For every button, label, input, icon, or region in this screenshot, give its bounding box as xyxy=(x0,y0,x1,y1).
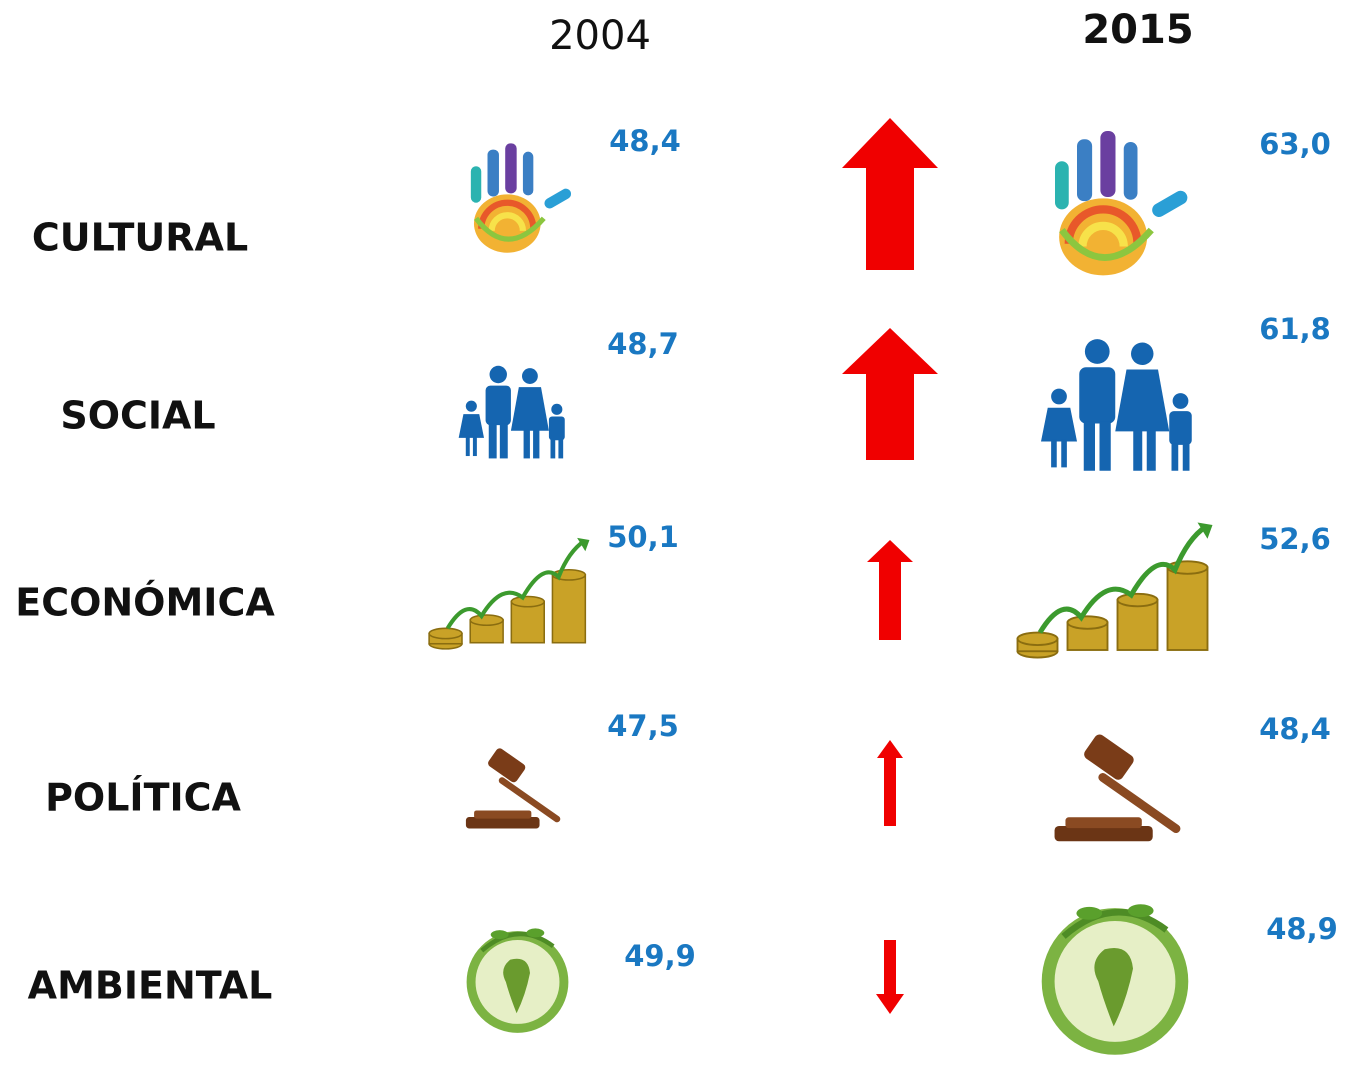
icon-coins xyxy=(1018,523,1213,658)
icon-hand xyxy=(1055,131,1190,275)
value-2004: 48,4 xyxy=(609,124,681,158)
arrow-up xyxy=(842,118,938,270)
value-2004: 48,7 xyxy=(607,327,679,361)
row-label: AMBIENTAL xyxy=(28,964,273,1008)
value-2015: 63,0 xyxy=(1259,127,1331,161)
arrow-down xyxy=(876,940,904,1014)
value-2004: 47,5 xyxy=(607,709,679,743)
icon-gavel xyxy=(466,747,562,829)
row-label: ECONÓMICA xyxy=(15,581,275,625)
arrow-up xyxy=(842,328,938,460)
icon-family xyxy=(1041,339,1192,471)
icon-gavel xyxy=(1055,732,1183,841)
value-2015: 48,9 xyxy=(1266,912,1338,946)
value-2004: 50,1 xyxy=(607,520,679,554)
arrow-up xyxy=(867,540,913,640)
value-2004: 49,9 xyxy=(624,939,696,973)
icon-globe xyxy=(471,928,564,1028)
year-left: 2004 xyxy=(549,13,651,59)
icon-family xyxy=(459,366,565,459)
value-2015: 52,6 xyxy=(1259,522,1331,556)
icon-hand xyxy=(471,143,573,252)
value-2015: 48,4 xyxy=(1259,712,1331,746)
year-right: 2015 xyxy=(1082,7,1193,53)
icon-coins xyxy=(429,538,589,649)
row-label: POLÍTICA xyxy=(45,776,241,820)
value-2015: 61,8 xyxy=(1259,312,1331,346)
row-label: CULTURAL xyxy=(32,216,248,260)
infographic: 2004 2015 CULTURAL 48,4 63,0 SOCIAL 48,7… xyxy=(0,0,1345,1068)
arrow-up xyxy=(877,740,903,826)
icon-globe xyxy=(1048,904,1182,1048)
row-label: SOCIAL xyxy=(60,394,215,438)
